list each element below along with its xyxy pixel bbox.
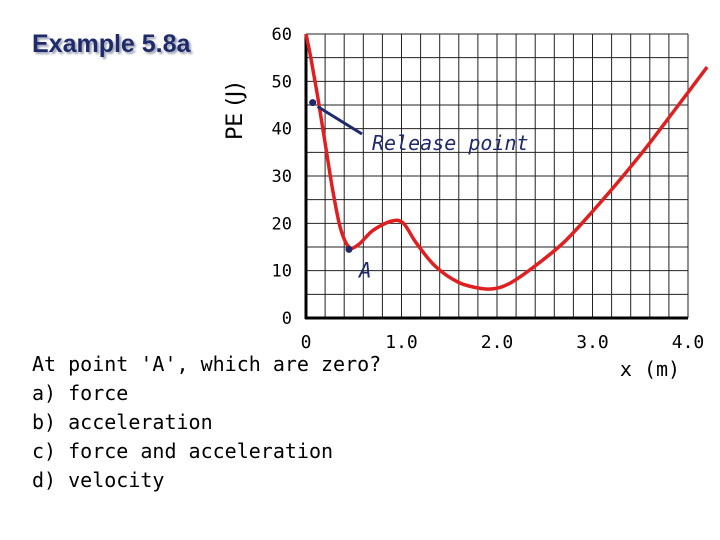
x-tick-label: 2.0 bbox=[481, 332, 514, 353]
annotations: A Release point bbox=[309, 99, 529, 282]
y-tick-label: 60 bbox=[272, 25, 292, 45]
x-tick-label: 1.0 bbox=[385, 332, 418, 353]
release-point-arrow bbox=[316, 105, 363, 136]
y-tick-label: 30 bbox=[272, 167, 292, 187]
option-a[interactable]: a) force bbox=[32, 381, 129, 405]
x-tick-label: 3.0 bbox=[576, 332, 609, 353]
option-d[interactable]: d) velocity bbox=[32, 468, 165, 492]
option-c[interactable]: c) force and acceleration bbox=[32, 439, 334, 463]
y-tick-label: 50 bbox=[272, 72, 292, 92]
y-tick-label: 10 bbox=[272, 262, 292, 282]
x-tick-label: 0 bbox=[301, 332, 312, 353]
point-label-a: A bbox=[357, 258, 372, 282]
tick-labels: 0 10 20 30 40 50 60 0 1.0 2.0 3.0 4.0 bbox=[272, 25, 705, 353]
grid bbox=[305, 33, 689, 319]
option-b[interactable]: b) acceleration bbox=[32, 410, 213, 434]
question-prompt: At point 'A', which are zero? bbox=[32, 352, 382, 376]
axes bbox=[304, 34, 688, 320]
y-axis-label: PE (J) bbox=[223, 82, 248, 140]
data-point bbox=[345, 245, 353, 253]
y-tick-label: 0 bbox=[282, 309, 292, 329]
x-axis-label: x (m) bbox=[620, 357, 680, 381]
slide-title: Example 5.8a bbox=[32, 30, 191, 58]
release-point-label: Release point bbox=[372, 131, 529, 155]
potential-energy-curve bbox=[304, 33, 709, 291]
series-group bbox=[304, 33, 709, 291]
data-point bbox=[309, 99, 317, 107]
question-block: At point 'A', which are zero? a) force b… bbox=[32, 350, 381, 495]
x-tick-label: 4.0 bbox=[672, 332, 705, 353]
y-tick-label: 20 bbox=[272, 214, 292, 234]
y-tick-label: 40 bbox=[272, 120, 292, 140]
